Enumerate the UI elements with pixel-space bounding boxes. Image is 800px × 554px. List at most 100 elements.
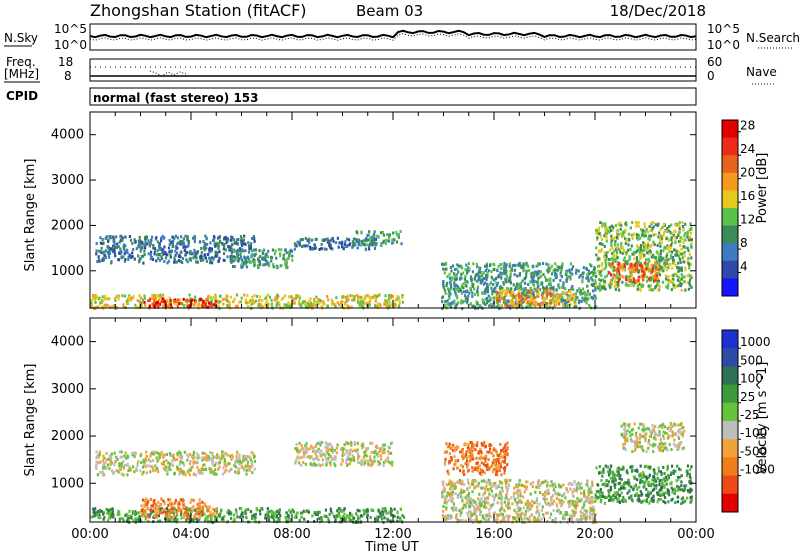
data-cell	[526, 499, 529, 503]
data-cell	[125, 513, 128, 517]
data-cell	[689, 263, 692, 266]
data-cell	[600, 225, 604, 229]
data-cell	[275, 514, 278, 518]
data-cell	[332, 239, 335, 243]
data-cell	[362, 508, 365, 512]
data-cell	[221, 450, 224, 454]
data-cell	[150, 504, 153, 508]
data-cell	[248, 468, 251, 472]
data-cell	[233, 297, 236, 301]
data-cell	[248, 247, 251, 251]
data-cell	[487, 478, 490, 482]
data-cell	[209, 450, 212, 454]
data-cell	[230, 260, 233, 264]
data-cell	[222, 297, 225, 301]
data-cell	[338, 303, 341, 307]
data-cell	[173, 258, 176, 262]
data-cell	[176, 246, 179, 250]
data-cell	[393, 305, 396, 309]
data-cell	[356, 246, 359, 250]
data-cell	[455, 283, 458, 287]
data-cell	[158, 242, 161, 246]
data-cell	[527, 265, 530, 268]
data-cell	[270, 298, 273, 302]
data-cell	[279, 252, 282, 256]
data-cell	[494, 296, 498, 300]
data-cell	[100, 509, 103, 513]
data-cell	[312, 457, 315, 461]
data-cell	[670, 238, 673, 242]
data-cell	[153, 507, 156, 511]
data-cell	[178, 302, 181, 305]
data-cell	[491, 291, 494, 295]
data-cell	[111, 512, 114, 516]
data-cell	[312, 449, 315, 453]
data-cell	[155, 456, 158, 460]
data-cell	[211, 451, 214, 455]
data-cell	[623, 256, 626, 260]
data-cell	[120, 256, 123, 260]
data-cell	[215, 254, 218, 258]
data-cell	[531, 277, 535, 281]
data-cell	[572, 510, 576, 514]
data-cell	[238, 453, 241, 457]
data-cell	[442, 286, 445, 289]
data-cell	[120, 472, 123, 476]
data-cell	[554, 268, 557, 272]
data-cell	[328, 442, 331, 446]
data-cell	[684, 288, 687, 292]
data-cell	[587, 275, 590, 279]
data-cell	[241, 519, 244, 523]
data-cell	[473, 276, 476, 280]
data-cell	[660, 266, 663, 270]
data-cell	[636, 268, 639, 272]
data-cell	[156, 467, 159, 471]
data-cell	[203, 463, 206, 467]
data-cell	[239, 300, 242, 304]
data-cell	[298, 294, 301, 298]
data-cell	[494, 286, 497, 290]
data-cell	[397, 304, 401, 308]
y-tick-label: 1000	[51, 264, 84, 279]
data-cell	[551, 484, 554, 488]
data-cell	[333, 303, 336, 306]
data-cell	[673, 262, 676, 266]
data-cell	[527, 269, 531, 273]
data-cell	[334, 304, 337, 308]
data-cell	[493, 287, 496, 291]
data-cell	[469, 517, 472, 521]
data-cell	[598, 232, 601, 236]
data-cell	[105, 508, 108, 511]
data-cell	[622, 258, 625, 262]
data-cell	[631, 221, 634, 224]
data-cell	[228, 304, 231, 307]
data-cell	[477, 484, 480, 488]
data-cell	[106, 251, 109, 255]
data-cell	[388, 233, 391, 237]
data-cell	[98, 259, 101, 263]
data-cell	[508, 265, 511, 268]
data-cell	[167, 246, 171, 250]
data-cell	[338, 241, 341, 245]
data-cell	[532, 291, 535, 295]
data-cell	[528, 515, 532, 519]
data-cell	[292, 297, 295, 301]
data-cell	[475, 517, 478, 521]
data-cell	[101, 238, 104, 241]
data-cell	[304, 462, 307, 466]
data-cell	[186, 304, 189, 308]
data-cell	[676, 253, 679, 257]
data-cell	[202, 468, 205, 472]
data-cell	[143, 253, 146, 257]
data-cell	[209, 514, 212, 517]
data-cell	[306, 509, 309, 513]
data-cell	[396, 515, 399, 519]
data-cell	[207, 455, 210, 459]
data-cell	[489, 487, 492, 491]
data-cell	[464, 290, 467, 294]
data-cell	[133, 257, 136, 261]
data-cell	[647, 277, 651, 281]
data-cell	[249, 465, 253, 469]
data-cell	[190, 455, 194, 459]
data-cell	[671, 241, 674, 245]
